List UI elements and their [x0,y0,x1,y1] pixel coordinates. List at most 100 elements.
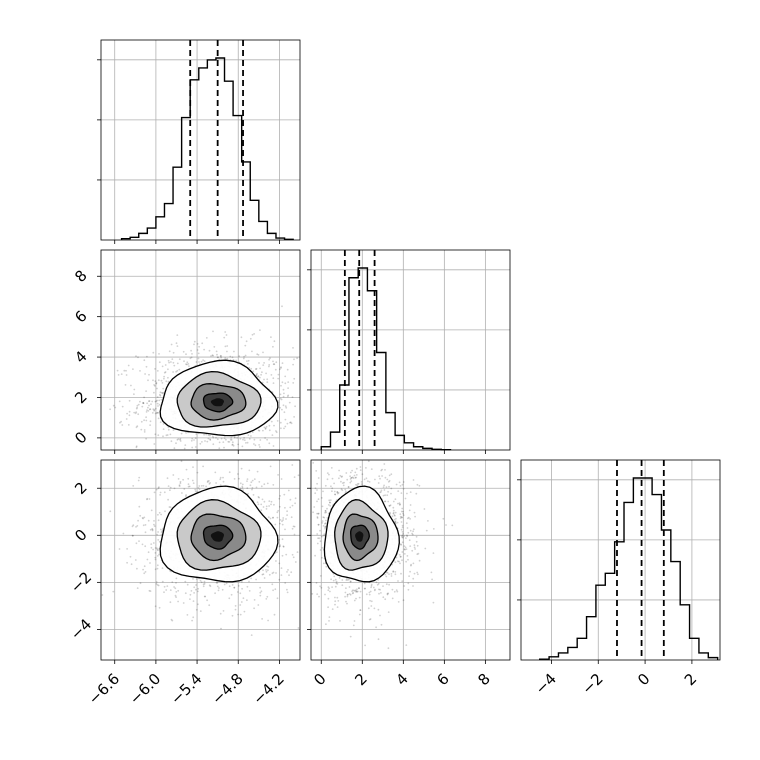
pair-1-0-point [136,425,139,428]
pair-2-1-point [387,480,390,483]
pair-1-0-point [218,441,221,444]
pair-2-1-point [326,478,329,481]
pair-2-1-point [369,590,372,593]
pair-2-1-point [409,529,412,532]
pair-1-0-point [246,441,249,444]
pair-2-0-point [270,503,272,506]
pair-2-1-point [341,475,343,478]
pair-2-1-point [316,516,319,518]
pair-2-1-point [338,477,340,480]
pair-1-0-point [169,433,172,436]
pair-1-0-point [112,404,115,407]
pair-1-0-point [143,419,146,422]
pair-2-1-point [406,492,408,495]
pair-1-0-point [257,375,260,378]
diag-0-frame [100,39,301,241]
pair-1-0-point [137,356,139,359]
pair-2-0-point [179,482,182,485]
pair-1-0-point [124,384,127,386]
pair-2-0-point [246,585,249,588]
pair-2-0-point [239,604,242,606]
pair-2-1-point [333,490,336,493]
pair-2-1-point [322,490,324,493]
pair-1-0-point [233,436,236,439]
pair-1-0-point [257,375,259,378]
pair-2-1-point [319,540,322,543]
pair-2-1-point [323,516,326,519]
pair-2-1-point [316,512,318,515]
pair-2-0-point [161,567,164,569]
pair-1-0-point [193,340,196,343]
pair-2-0-point [256,470,259,473]
pair-2-1-point [401,526,404,529]
pair-2-1-point [392,512,395,515]
pair-1-0-point [147,410,150,412]
pair-2-1-point [329,501,331,504]
pair-2-0-point [163,591,165,594]
pair-2-1-point [404,497,407,500]
pair-2-0-point [192,482,195,484]
pair-2-1-point [338,469,340,472]
pair-2-0-point [149,528,152,531]
pair-2-0-point [234,608,237,611]
pair-2-0-point [197,603,199,606]
pair-1-0-ylabel-2: 4 [71,347,90,366]
pair-1-0-point [147,379,149,382]
pair-2-1-point [349,478,352,480]
pair-2-0-point [250,481,253,484]
pair-1-0-point [255,367,258,370]
pair-2-1-point [316,517,319,519]
pair-1-0-point [272,445,275,447]
pair-2-1-point [352,477,355,480]
pair-2-0-point [215,581,218,584]
pair-1-0-point [216,438,219,441]
pair-2-0-point [195,578,198,580]
pair-1-0-point [127,424,130,426]
pair-2-1-point [388,583,390,586]
pair-2-1-point [337,600,340,602]
pair-1-0-point [204,440,206,442]
pair-2-1-point [398,481,401,484]
pair-2-0-point [259,591,262,594]
pair-2-0-point [192,466,194,468]
pair-1-0-point [135,407,138,410]
pair-1-0-point [170,361,172,363]
pair-2-0-point [150,546,153,549]
pair-1-0-point [279,397,282,400]
pair-2-1-point [388,504,391,507]
pair-2-1-point [394,571,397,573]
pair-2-1-point [346,579,349,581]
pair-1-0-point [156,370,159,372]
pair-2-0-point [272,516,274,519]
pair-1-0-point [186,363,188,366]
pair-2-1-point [402,536,404,539]
pair-2-1-point [314,492,317,495]
pair-2-1-point [357,482,360,485]
pair-2-1-point [356,591,358,593]
pair-1-0-point [250,435,252,437]
pair-2-0-point [159,491,162,494]
pair-1-0-point [146,402,149,405]
pair-2-0-point [259,594,262,597]
pair-2-0-point [297,627,300,629]
pair-2-0-point [126,561,128,564]
pair-2-0-point [241,485,244,488]
pair-2-0-point [247,492,250,495]
pair-2-0-point [214,592,217,595]
pair-1-0-point [194,446,197,448]
pair-1-0-point [223,437,226,440]
pair-2-1-point [408,539,411,542]
pair-1-0-point [283,427,285,430]
pair-2-0-point [178,484,181,487]
pair-2-1-point [367,480,369,483]
pair-1-0-point [141,405,144,408]
pair-1-0-point [256,353,259,356]
pair-1-0-point [136,404,139,407]
pair-2-0-point [251,487,254,489]
pair-1-0-point [280,384,282,387]
pair-2-0-point [149,562,151,564]
pair-1-0-point [276,420,279,422]
pair-2-0-point [284,582,287,584]
pair-2-0-point [165,589,168,591]
pair-2-0-point [203,595,206,598]
